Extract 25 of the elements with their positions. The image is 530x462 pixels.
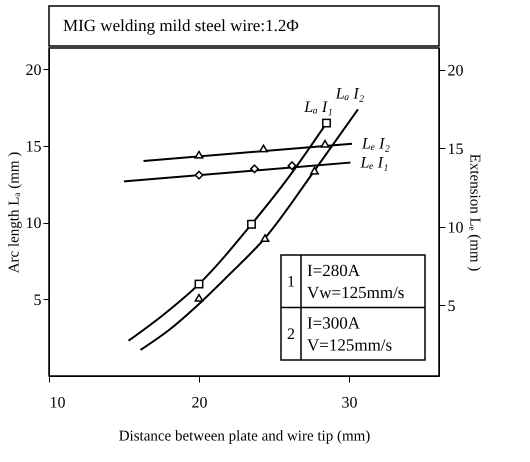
x-tick-label: 10 bbox=[50, 394, 66, 412]
x-axis-title: Distance between plate and wire tip (mm) bbox=[118, 428, 370, 444]
y-tick-label: 5 bbox=[34, 292, 42, 309]
y-tick-label: 20 bbox=[26, 62, 42, 79]
y2-axis-title: Extension Lₑ (mm ) bbox=[466, 154, 482, 272]
annotation: 2 bbox=[287, 326, 295, 343]
series-label: Lₐ I₁ bbox=[303, 99, 333, 116]
chart-title: MIG welding mild steel wire:1.2Φ bbox=[63, 16, 299, 35]
x-tick-label: 20 bbox=[192, 394, 208, 412]
annotation: Vw=125mm/s bbox=[307, 282, 404, 302]
annotation: I=300A bbox=[307, 313, 361, 332]
y2-tick-label: 5 bbox=[448, 298, 456, 315]
series-label: Lₐ I₂ bbox=[334, 85, 365, 102]
annotation: V=125mm/s bbox=[307, 335, 392, 354]
annotation: 1 bbox=[287, 273, 295, 290]
series-label: Lₑ I₂ bbox=[361, 136, 390, 153]
x-tick-label: 30 bbox=[342, 394, 358, 412]
y-tick-label: 10 bbox=[26, 215, 42, 232]
y2-tick-label: 15 bbox=[448, 140, 464, 158]
y2-tick-label: 10 bbox=[448, 219, 464, 236]
y-tick-label: 15 bbox=[26, 138, 42, 156]
series-label: Lₑ I₁ bbox=[360, 154, 388, 172]
annotation: I=280A bbox=[307, 260, 361, 280]
y2-tick-label: 20 bbox=[448, 62, 464, 80]
y-axis-title: Arc length Lₐ (mm ) bbox=[6, 152, 22, 274]
